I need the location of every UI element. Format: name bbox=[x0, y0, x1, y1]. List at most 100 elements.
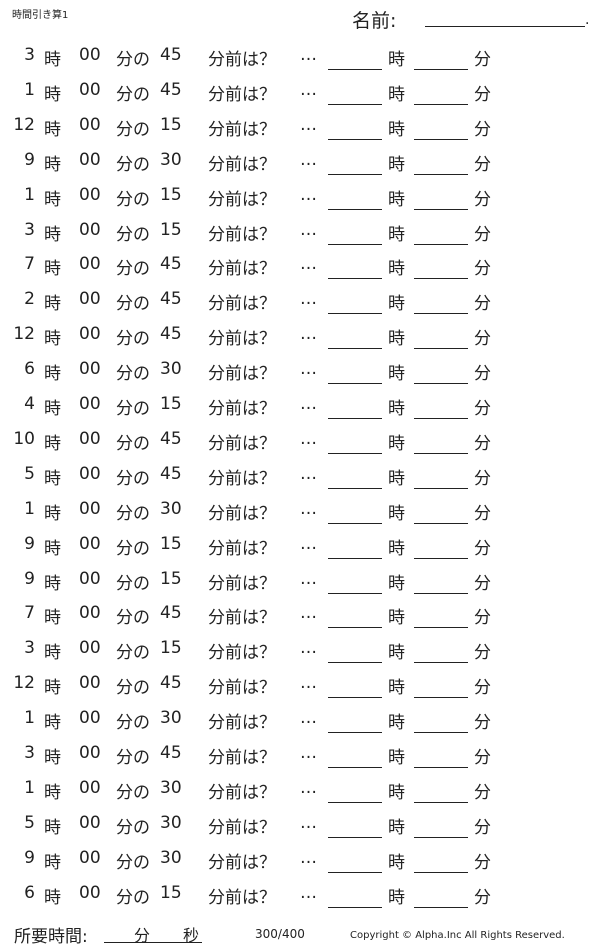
answer-minute-field[interactable] bbox=[414, 487, 468, 489]
answer-hour-field[interactable] bbox=[328, 767, 382, 768]
hour-label: 時 bbox=[44, 154, 61, 175]
answer-minute-field[interactable] bbox=[414, 522, 468, 524]
answer-minute-field[interactable] bbox=[414, 383, 468, 385]
answer-minute-field[interactable] bbox=[414, 418, 468, 419]
answer-hour-field[interactable] bbox=[328, 278, 382, 280]
zero-minutes: 00 bbox=[79, 603, 101, 624]
answer-hour-field[interactable] bbox=[328, 452, 382, 454]
zero-minutes: 00 bbox=[79, 359, 101, 380]
answer-hour-label: 時 bbox=[388, 119, 405, 140]
answer-hour-field[interactable] bbox=[328, 173, 382, 175]
answer-hour-field[interactable] bbox=[328, 732, 382, 734]
answer-minute-label: 分 bbox=[474, 399, 491, 419]
ellipsis: … bbox=[300, 428, 317, 449]
minute-of-label: 分の bbox=[116, 119, 150, 140]
answer-hour-field[interactable] bbox=[328, 103, 382, 105]
answer-minute-field[interactable] bbox=[414, 662, 468, 664]
answer-hour-field[interactable] bbox=[328, 243, 382, 245]
minutes-before-label: 分前は？ bbox=[208, 887, 276, 908]
problem-row: 6 時 00 分の 30 分前は？… 時分 bbox=[0, 359, 600, 389]
answer-hour-label: 時 bbox=[388, 399, 405, 419]
problem-hour: 7 bbox=[24, 254, 35, 275]
minus-minutes: 45 bbox=[160, 79, 182, 100]
answer-minute-label: 分 bbox=[474, 503, 491, 524]
answer-hour-field[interactable] bbox=[328, 557, 382, 559]
answer-minute-field[interactable] bbox=[414, 697, 468, 699]
minute-of-label: 分の bbox=[116, 782, 150, 803]
answer-minute-field[interactable] bbox=[414, 801, 468, 803]
answer-hour-field[interactable] bbox=[328, 487, 382, 489]
answer-hour-field[interactable] bbox=[328, 138, 382, 140]
name-field[interactable] bbox=[425, 26, 585, 27]
answer-minute-field[interactable] bbox=[414, 732, 468, 734]
minute-of-label: 分の bbox=[116, 224, 150, 245]
minute-of-label: 分の bbox=[116, 748, 150, 768]
answer-minute-field[interactable] bbox=[414, 836, 468, 838]
answer-hour-field[interactable] bbox=[328, 383, 382, 385]
minutes-before-label: 分前は？ bbox=[208, 468, 276, 489]
minutes-before-label: 分前は？ bbox=[208, 224, 276, 245]
ellipsis: … bbox=[300, 463, 317, 484]
answer-hour-field[interactable] bbox=[328, 69, 382, 70]
answer-minute-field[interactable] bbox=[414, 871, 468, 873]
answer-minute-field[interactable] bbox=[414, 278, 468, 280]
ellipsis: … bbox=[300, 777, 317, 798]
hour-label: 時 bbox=[44, 468, 61, 489]
answer-hour-field[interactable] bbox=[328, 871, 382, 873]
minus-minutes: 45 bbox=[160, 463, 182, 484]
minutes-before-label: 分前は？ bbox=[208, 50, 276, 70]
answer-hour-field[interactable] bbox=[328, 801, 382, 803]
answer-minute-field[interactable] bbox=[414, 348, 468, 350]
required-time-field[interactable] bbox=[104, 942, 202, 943]
minutes-before-label: 分前は？ bbox=[208, 643, 276, 664]
zero-minutes: 00 bbox=[79, 289, 101, 310]
hour-label: 時 bbox=[44, 852, 61, 873]
answer-hour-field[interactable] bbox=[328, 697, 382, 699]
answer-hour-field[interactable] bbox=[328, 418, 382, 419]
answer-minute-field[interactable] bbox=[414, 767, 468, 768]
answer-minute-field[interactable] bbox=[414, 208, 468, 210]
answer-hour-field[interactable] bbox=[328, 208, 382, 210]
minute-of-label: 分の bbox=[116, 503, 150, 524]
answer-hour-field[interactable] bbox=[328, 906, 382, 908]
answer-hour-field[interactable] bbox=[328, 627, 382, 629]
answer-minute-label: 分 bbox=[474, 608, 491, 629]
zero-minutes: 00 bbox=[79, 533, 101, 554]
answer-hour-label: 時 bbox=[388, 887, 405, 908]
ellipsis: … bbox=[300, 498, 317, 519]
answer-minute-field[interactable] bbox=[414, 313, 468, 315]
answer-minute-field[interactable] bbox=[414, 138, 468, 140]
answer-hour-field[interactable] bbox=[328, 592, 382, 594]
problem-hour: 2 bbox=[24, 289, 35, 310]
problem-hour: 7 bbox=[24, 603, 35, 624]
answer-hour-field[interactable] bbox=[328, 522, 382, 524]
answer-minute-field[interactable] bbox=[414, 906, 468, 908]
answer-hour-field[interactable] bbox=[328, 836, 382, 838]
answer-minute-field[interactable] bbox=[414, 557, 468, 559]
answer-minute-field[interactable] bbox=[414, 452, 468, 454]
answer-minute-field[interactable] bbox=[414, 592, 468, 594]
answer-minute-field[interactable] bbox=[414, 69, 468, 70]
minute-of-label: 分の bbox=[116, 713, 150, 734]
answer-hour-label: 時 bbox=[388, 852, 405, 873]
answer-minute-field[interactable] bbox=[414, 103, 468, 105]
answer-hour-field[interactable] bbox=[328, 348, 382, 350]
ellipsis: … bbox=[300, 638, 317, 659]
zero-minutes: 00 bbox=[79, 149, 101, 170]
answer-hour-label: 時 bbox=[388, 817, 405, 838]
answer-minute-label: 分 bbox=[474, 782, 491, 803]
answer-minute-field[interactable] bbox=[414, 173, 468, 175]
minus-minutes: 30 bbox=[160, 847, 182, 868]
answer-hour-field[interactable] bbox=[328, 313, 382, 315]
answer-minute-field[interactable] bbox=[414, 243, 468, 245]
zero-minutes: 00 bbox=[79, 184, 101, 205]
problem-hour: 9 bbox=[24, 568, 35, 589]
answer-hour-field[interactable] bbox=[328, 662, 382, 664]
answer-minute-label: 分 bbox=[474, 259, 491, 280]
problem-row: 3 時 00 分の 45 分前は？… 時分 bbox=[0, 45, 600, 75]
ellipsis: … bbox=[300, 673, 317, 694]
problem-row: 1 時 00 分の 15 分前は？… 時分 bbox=[0, 185, 600, 215]
answer-minute-field[interactable] bbox=[414, 627, 468, 629]
required-seconds-label: 秒 bbox=[183, 926, 200, 945]
minus-minutes: 45 bbox=[160, 324, 182, 345]
